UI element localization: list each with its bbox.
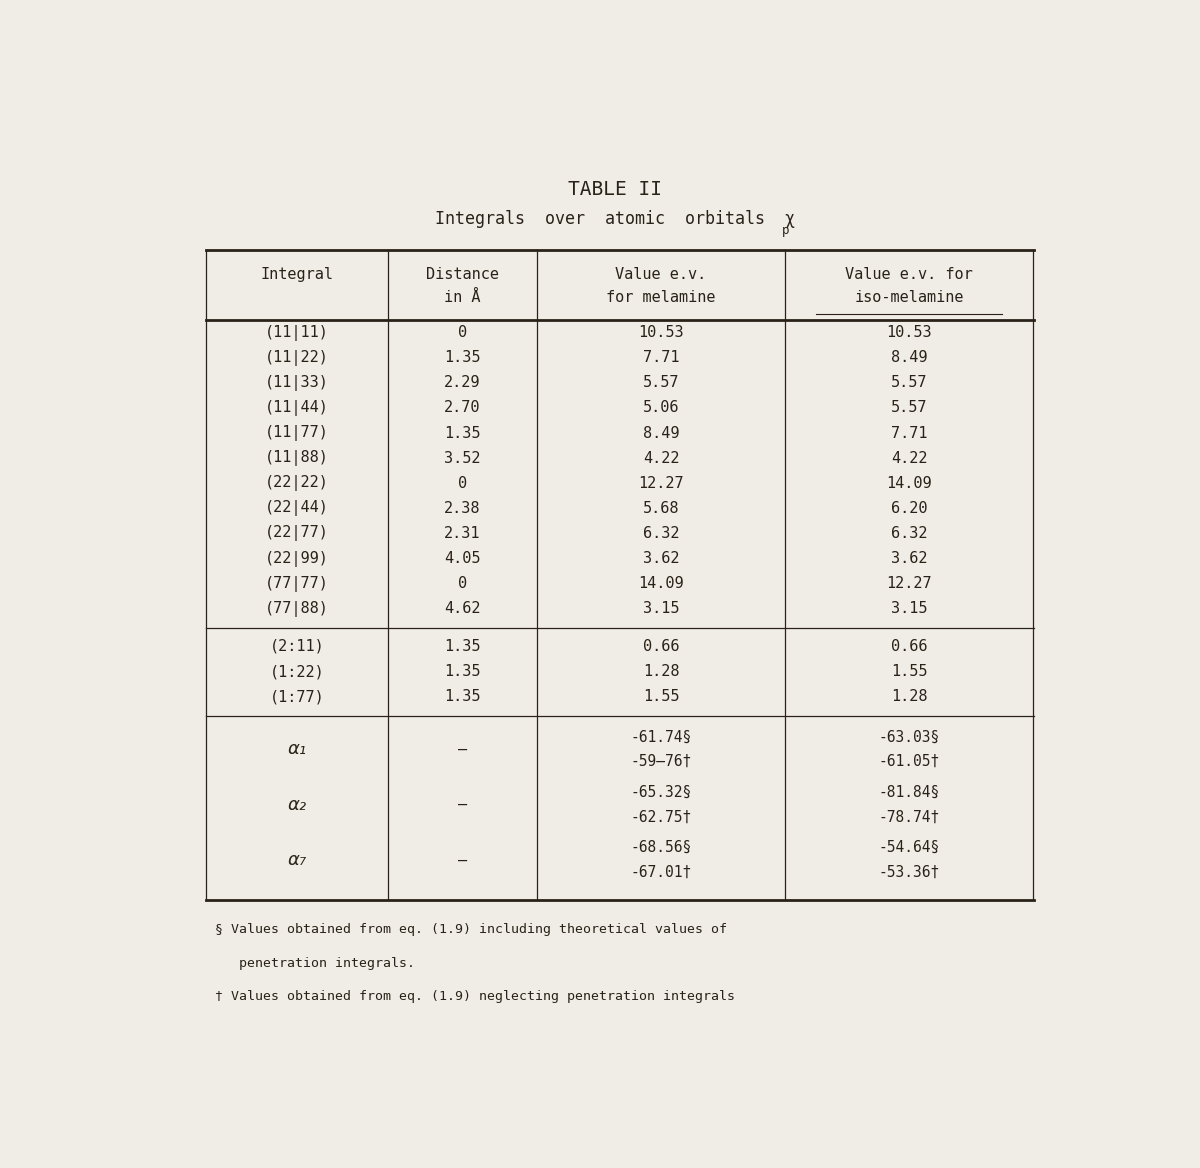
Text: (22|77): (22|77): [265, 526, 329, 542]
Text: 12.27: 12.27: [887, 576, 932, 591]
Text: (22|44): (22|44): [265, 500, 329, 516]
Text: 1.55: 1.55: [892, 665, 928, 679]
Text: Distance: Distance: [426, 266, 499, 281]
Text: 8.49: 8.49: [643, 425, 679, 440]
Text: 1.35: 1.35: [444, 689, 481, 704]
Text: 5.57: 5.57: [892, 375, 928, 390]
Text: (77|88): (77|88): [265, 600, 329, 617]
Text: 5.57: 5.57: [892, 401, 928, 416]
Text: 6.32: 6.32: [892, 526, 928, 541]
Text: -65.32§: -65.32§: [630, 785, 691, 800]
Text: (22|22): (22|22): [265, 475, 329, 492]
Text: (11|44): (11|44): [265, 399, 329, 416]
Text: (11|77): (11|77): [265, 425, 329, 442]
Text: 3.52: 3.52: [444, 451, 481, 466]
Text: Value e.v. for: Value e.v. for: [846, 266, 973, 281]
Text: -53.36†: -53.36†: [878, 864, 940, 880]
Text: 1.55: 1.55: [643, 689, 679, 704]
Text: 8.49: 8.49: [892, 350, 928, 366]
Text: Integral: Integral: [260, 266, 334, 281]
Text: 4.05: 4.05: [444, 551, 481, 566]
Text: -62.75†: -62.75†: [630, 809, 691, 825]
Text: 5.57: 5.57: [643, 375, 679, 390]
Text: (22|99): (22|99): [265, 550, 329, 566]
Text: 1.35: 1.35: [444, 425, 481, 440]
Text: 4.62: 4.62: [444, 602, 481, 617]
Text: 14.09: 14.09: [887, 475, 932, 491]
Text: -68.56§: -68.56§: [630, 840, 691, 855]
Text: 10.53: 10.53: [638, 325, 684, 340]
Text: 3.62: 3.62: [892, 551, 928, 566]
Text: Integrals  over  atomic  orbitals  χ: Integrals over atomic orbitals χ: [436, 210, 796, 228]
Text: 0: 0: [458, 475, 467, 491]
Text: p: p: [781, 224, 788, 237]
Text: 4.22: 4.22: [643, 451, 679, 466]
Text: 2.70: 2.70: [444, 401, 481, 416]
Text: 1.28: 1.28: [643, 665, 679, 679]
Text: –: –: [458, 798, 467, 812]
Text: 14.09: 14.09: [638, 576, 684, 591]
Text: TABLE II: TABLE II: [568, 180, 662, 199]
Text: 4.22: 4.22: [892, 451, 928, 466]
Text: (11|33): (11|33): [265, 375, 329, 391]
Text: 5.06: 5.06: [643, 401, 679, 416]
Text: 6.32: 6.32: [643, 526, 679, 541]
Text: (1:22): (1:22): [270, 665, 324, 679]
Text: iso-melamine: iso-melamine: [854, 290, 964, 305]
Text: 2.29: 2.29: [444, 375, 481, 390]
Text: (2:11): (2:11): [270, 639, 324, 654]
Text: (11|11): (11|11): [265, 325, 329, 341]
Text: 1.28: 1.28: [892, 689, 928, 704]
Text: 2.38: 2.38: [444, 501, 481, 516]
Text: 7.71: 7.71: [643, 350, 679, 366]
Text: for melamine: for melamine: [606, 290, 715, 305]
Text: 1.35: 1.35: [444, 639, 481, 654]
Text: α₇: α₇: [287, 851, 306, 869]
Text: -63.03§: -63.03§: [878, 730, 940, 745]
Text: (1:77): (1:77): [270, 689, 324, 704]
Text: -78.74†: -78.74†: [878, 809, 940, 825]
Text: 5.68: 5.68: [643, 501, 679, 516]
Text: -81.84§: -81.84§: [878, 785, 940, 800]
Text: 0.66: 0.66: [643, 639, 679, 654]
Text: α₂: α₂: [287, 795, 306, 814]
Text: (11|88): (11|88): [265, 450, 329, 466]
Text: (77|77): (77|77): [265, 576, 329, 592]
Text: -61.05†: -61.05†: [878, 755, 940, 769]
Text: 0: 0: [458, 325, 467, 340]
Text: 3.62: 3.62: [643, 551, 679, 566]
Text: 3.15: 3.15: [643, 602, 679, 617]
Text: -61.74§: -61.74§: [630, 730, 691, 745]
Text: † Values obtained from eq. (1.9) neglecting penetration integrals: † Values obtained from eq. (1.9) neglect…: [215, 990, 736, 1003]
Text: 12.27: 12.27: [638, 475, 684, 491]
Text: -54.64§: -54.64§: [878, 840, 940, 855]
Text: 1.35: 1.35: [444, 665, 481, 679]
Text: α₁: α₁: [287, 741, 306, 758]
Text: -59–76†: -59–76†: [630, 755, 691, 769]
Text: 0: 0: [458, 576, 467, 591]
Text: 1.35: 1.35: [444, 350, 481, 366]
Text: Value e.v.: Value e.v.: [616, 266, 707, 281]
Text: 3.15: 3.15: [892, 602, 928, 617]
Text: –: –: [458, 742, 467, 757]
Text: 10.53: 10.53: [887, 325, 932, 340]
Text: 7.71: 7.71: [892, 425, 928, 440]
Text: -67.01†: -67.01†: [630, 864, 691, 880]
Text: 6.20: 6.20: [892, 501, 928, 516]
Text: § Values obtained from eq. (1.9) including theoretical values of: § Values obtained from eq. (1.9) includi…: [215, 923, 727, 936]
Text: penetration integrals.: penetration integrals.: [215, 957, 415, 969]
Text: 0.66: 0.66: [892, 639, 928, 654]
Text: 2.31: 2.31: [444, 526, 481, 541]
Text: –: –: [458, 853, 467, 868]
Text: (11|22): (11|22): [265, 349, 329, 366]
Text: in Å: in Å: [444, 290, 481, 305]
